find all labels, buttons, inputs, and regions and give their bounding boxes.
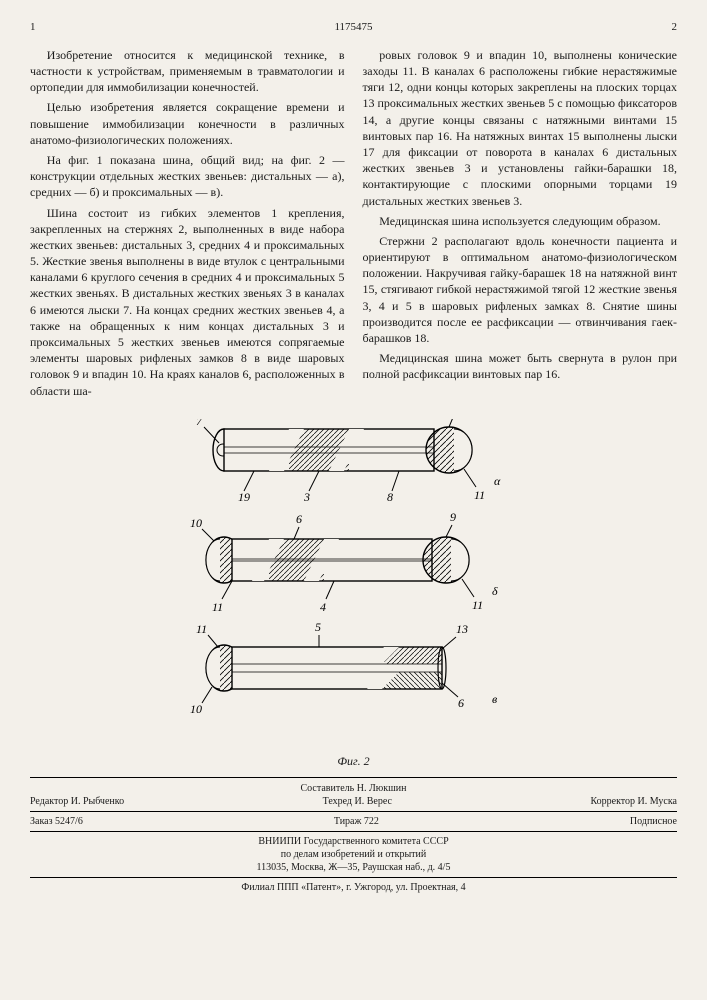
patent-number: 1175475: [36, 20, 672, 35]
org-line-1: ВНИИПИ Государственного комитета СССР: [30, 835, 677, 848]
figure-2-drawings: 7 19 3 8 9 11 α 10 6 11 4 9 11 δ: [134, 419, 574, 739]
figure-a: 7 19 3 8 9 11 α: [196, 419, 501, 504]
svg-text:3: 3: [303, 490, 310, 504]
svg-text:10: 10: [190, 702, 202, 716]
org-line-2: по делам изобретений и открытий: [30, 848, 677, 861]
c2-p3: Стержни 2 располагают вдоль конечности п…: [363, 233, 678, 346]
subscription: Подписное: [630, 815, 677, 828]
c2-p4: Медицинская шина может быть свернута в р…: [363, 350, 678, 382]
two-column-body: Изобретение относится к медицинской техн…: [30, 47, 677, 403]
addr-2: Филиал ППП «Патент», г. Ужгород, ул. Про…: [30, 881, 677, 894]
svg-text:11: 11: [212, 600, 223, 614]
c1-p2: Целью изобретения является сокращение вр…: [30, 99, 345, 148]
column-2: ровых головок 9 и впадин 10, выполнены к…: [363, 47, 678, 403]
order-no: Заказ 5247/6: [30, 815, 83, 828]
tirazh: Тираж 722: [334, 815, 379, 828]
techred: Техред И. Верес: [323, 795, 392, 808]
column-1: Изобретение относится к медицинской техн…: [30, 47, 345, 403]
page-header: 1 1175475 2: [30, 20, 677, 35]
svg-text:10: 10: [190, 516, 202, 530]
svg-text:13: 13: [456, 622, 468, 636]
svg-text:5: 5: [315, 620, 321, 634]
corrector: Корректор И. Муска: [590, 795, 677, 808]
c1-p4: Шина состоит из гибких элементов 1 крепл…: [30, 205, 345, 399]
svg-text:4: 4: [320, 600, 326, 614]
editor: Редактор И. Рыбченко: [30, 795, 124, 808]
compiler-line: Составитель Н. Люкшин: [30, 782, 677, 795]
figure-label: Фиг. 2: [30, 753, 677, 769]
svg-text:11: 11: [196, 622, 207, 636]
imprint-footer: Составитель Н. Люкшин Редактор И. Рыбчен…: [30, 777, 677, 894]
svg-text:6: 6: [296, 512, 302, 526]
svg-text:α: α: [494, 474, 501, 488]
figure-c: 11 10 5 13 6 в: [190, 620, 497, 716]
c1-p1: Изобретение относится к медицинской техн…: [30, 47, 345, 96]
svg-text:19: 19: [238, 490, 250, 504]
svg-text:6: 6: [458, 696, 464, 710]
svg-text:7: 7: [196, 419, 203, 428]
c1-p3: На фиг. 1 показана шина, общий вид; на ф…: [30, 152, 345, 201]
page-no-right: 2: [672, 20, 678, 35]
svg-text:11: 11: [472, 598, 483, 612]
figure-b: 10 6 11 4 9 11 δ: [190, 510, 498, 614]
svg-text:8: 8: [387, 490, 393, 504]
svg-text:11: 11: [474, 488, 485, 502]
c2-p2: Медицинская шина используется следующим …: [363, 213, 678, 229]
svg-text:δ: δ: [492, 584, 498, 598]
svg-text:9: 9: [450, 510, 456, 524]
svg-text:в: в: [492, 692, 497, 706]
c2-p1: ровых головок 9 и впадин 10, выполнены к…: [363, 47, 678, 209]
addr-1: 113035, Москва, Ж—35, Раушская наб., д. …: [30, 861, 677, 874]
